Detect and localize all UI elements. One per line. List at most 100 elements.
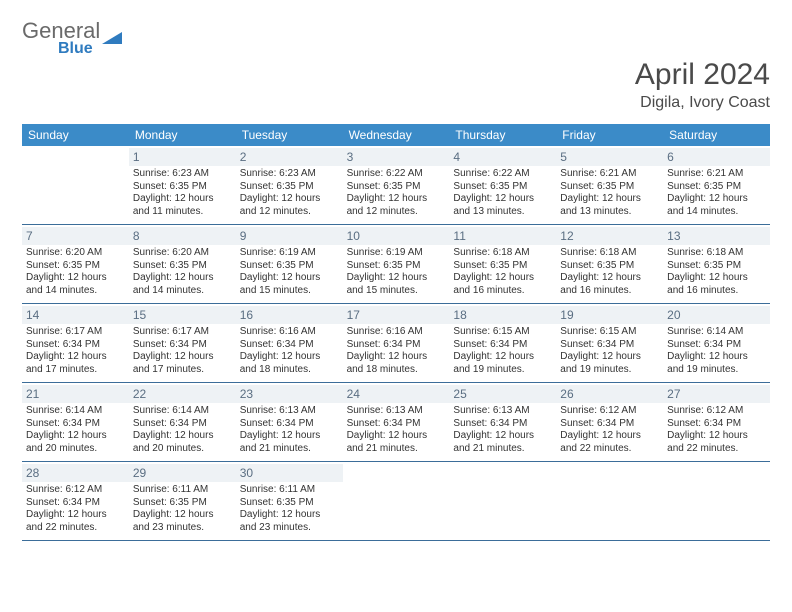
info-line: Sunset: 6:34 PM — [667, 418, 766, 431]
day-cell: 26Sunrise: 6:12 AMSunset: 6:34 PMDayligh… — [556, 383, 663, 461]
day-info: Sunrise: 6:18 AMSunset: 6:35 PMDaylight:… — [560, 247, 659, 297]
day-number: 10 — [343, 227, 450, 245]
week-row: 1 Sunrise: 6:23 AMSunset: 6:35 PMDaylight… — [22, 146, 770, 225]
day-info: Sunrise: 6:23 AMSunset: 6:35 PMDaylight:… — [133, 168, 232, 218]
info-line: Sunset: 6:35 PM — [453, 181, 552, 194]
info-line: Daylight: 12 hours — [560, 193, 659, 206]
day-info: Sunrise: 6:11 AMSunset: 6:35 PMDaylight:… — [240, 484, 339, 534]
info-line: Daylight: 12 hours — [560, 430, 659, 443]
day-info: Sunrise: 6:19 AMSunset: 6:35 PMDaylight:… — [240, 247, 339, 297]
day-info: Sunrise: 6:16 AMSunset: 6:34 PMDaylight:… — [347, 326, 446, 376]
info-line: Daylight: 12 hours — [133, 351, 232, 364]
day-number: 2 — [236, 148, 343, 166]
info-line: and 19 minutes. — [560, 364, 659, 377]
info-line: and 19 minutes. — [667, 364, 766, 377]
info-line: and 20 minutes. — [26, 443, 125, 456]
info-line: and 21 minutes. — [240, 443, 339, 456]
info-line: Sunrise: 6:16 AM — [347, 326, 446, 339]
info-line: Sunset: 6:34 PM — [26, 418, 125, 431]
day-number: 14 — [22, 306, 129, 324]
info-line: Daylight: 12 hours — [347, 193, 446, 206]
day-header: Wednesday — [343, 124, 450, 146]
info-line: and 17 minutes. — [133, 364, 232, 377]
day-info: Sunrise: 6:15 AMSunset: 6:34 PMDaylight:… — [560, 326, 659, 376]
info-line: Daylight: 12 hours — [347, 430, 446, 443]
info-line: Daylight: 12 hours — [133, 193, 232, 206]
info-line: Daylight: 12 hours — [560, 351, 659, 364]
info-line: Sunrise: 6:14 AM — [26, 405, 125, 418]
day-cell: 23Sunrise: 6:13 AMSunset: 6:34 PMDayligh… — [236, 383, 343, 461]
info-line: Sunrise: 6:19 AM — [240, 247, 339, 260]
info-line: Sunset: 6:34 PM — [453, 418, 552, 431]
info-line: and 19 minutes. — [453, 364, 552, 377]
day-cell: 4Sunrise: 6:22 AMSunset: 6:35 PMDaylight… — [449, 146, 556, 224]
info-line: Sunset: 6:35 PM — [667, 181, 766, 194]
info-line: Sunrise: 6:15 AM — [453, 326, 552, 339]
day-info: Sunrise: 6:12 AMSunset: 6:34 PMDaylight:… — [26, 484, 125, 534]
info-line: Sunset: 6:35 PM — [560, 260, 659, 273]
day-number: 5 — [556, 148, 663, 166]
day-number: 20 — [663, 306, 770, 324]
day-cell — [556, 462, 663, 540]
info-line: Sunset: 6:34 PM — [453, 339, 552, 352]
info-line: Daylight: 12 hours — [667, 193, 766, 206]
day-number: 9 — [236, 227, 343, 245]
day-number: 16 — [236, 306, 343, 324]
info-line: Sunrise: 6:13 AM — [240, 405, 339, 418]
day-info: Sunrise: 6:17 AMSunset: 6:34 PMDaylight:… — [133, 326, 232, 376]
day-header: Saturday — [663, 124, 770, 146]
info-line: Daylight: 12 hours — [667, 272, 766, 285]
info-line: Daylight: 12 hours — [133, 272, 232, 285]
week-row: 14Sunrise: 6:17 AMSunset: 6:34 PMDayligh… — [22, 304, 770, 383]
day-number: 7 — [22, 227, 129, 245]
day-cell: 28Sunrise: 6:12 AMSunset: 6:34 PMDayligh… — [22, 462, 129, 540]
day-cell: 2Sunrise: 6:23 AMSunset: 6:35 PMDaylight… — [236, 146, 343, 224]
day-cell: 14Sunrise: 6:17 AMSunset: 6:34 PMDayligh… — [22, 304, 129, 382]
info-line: and 15 minutes. — [240, 285, 339, 298]
info-line: Sunrise: 6:15 AM — [560, 326, 659, 339]
day-info: Sunrise: 6:22 AMSunset: 6:35 PMDaylight:… — [453, 168, 552, 218]
day-info: Sunrise: 6:21 AMSunset: 6:35 PMDaylight:… — [560, 168, 659, 218]
info-line: Daylight: 12 hours — [240, 272, 339, 285]
day-number: 1 — [129, 148, 236, 166]
info-line: Daylight: 12 hours — [667, 430, 766, 443]
day-number: 26 — [556, 385, 663, 403]
info-line: Daylight: 12 hours — [240, 193, 339, 206]
info-line: Sunrise: 6:13 AM — [347, 405, 446, 418]
day-header: Friday — [556, 124, 663, 146]
day-info: Sunrise: 6:21 AMSunset: 6:35 PMDaylight:… — [667, 168, 766, 218]
info-line: Sunset: 6:34 PM — [560, 418, 659, 431]
info-line: Sunrise: 6:22 AM — [453, 168, 552, 181]
info-line: Sunrise: 6:18 AM — [560, 247, 659, 260]
info-line: Daylight: 12 hours — [133, 430, 232, 443]
title-block: April 2024 Digila, Ivory Coast — [22, 58, 770, 112]
day-info: Sunrise: 6:15 AMSunset: 6:34 PMDaylight:… — [453, 326, 552, 376]
info-line: Sunset: 6:35 PM — [133, 497, 232, 510]
info-line: Sunset: 6:35 PM — [453, 260, 552, 273]
day-header-row: Sunday Monday Tuesday Wednesday Thursday… — [22, 124, 770, 146]
info-line: Daylight: 12 hours — [26, 509, 125, 522]
info-line: and 16 minutes. — [453, 285, 552, 298]
info-line: Daylight: 12 hours — [240, 351, 339, 364]
header: GeneralBlue April 2024 Digila, Ivory Coa… — [22, 18, 770, 112]
day-info: Sunrise: 6:14 AMSunset: 6:34 PMDaylight:… — [667, 326, 766, 376]
day-number: 3 — [343, 148, 450, 166]
day-number: 30 — [236, 464, 343, 482]
info-line: Sunset: 6:35 PM — [667, 260, 766, 273]
day-header: Monday — [129, 124, 236, 146]
info-line: and 11 minutes. — [133, 206, 232, 219]
info-line: and 13 minutes. — [453, 206, 552, 219]
day-cell: 29Sunrise: 6:11 AMSunset: 6:35 PMDayligh… — [129, 462, 236, 540]
info-line: Daylight: 12 hours — [347, 272, 446, 285]
info-line: and 14 minutes. — [133, 285, 232, 298]
info-line: and 16 minutes. — [667, 285, 766, 298]
day-cell: 27Sunrise: 6:12 AMSunset: 6:34 PMDayligh… — [663, 383, 770, 461]
day-cell: 22Sunrise: 6:14 AMSunset: 6:34 PMDayligh… — [129, 383, 236, 461]
day-cell: 24Sunrise: 6:13 AMSunset: 6:34 PMDayligh… — [343, 383, 450, 461]
info-line: Sunset: 6:34 PM — [133, 418, 232, 431]
day-cell: 16Sunrise: 6:16 AMSunset: 6:34 PMDayligh… — [236, 304, 343, 382]
info-line: Sunset: 6:34 PM — [667, 339, 766, 352]
info-line: Sunrise: 6:14 AM — [667, 326, 766, 339]
info-line: and 12 minutes. — [240, 206, 339, 219]
day-number: 18 — [449, 306, 556, 324]
